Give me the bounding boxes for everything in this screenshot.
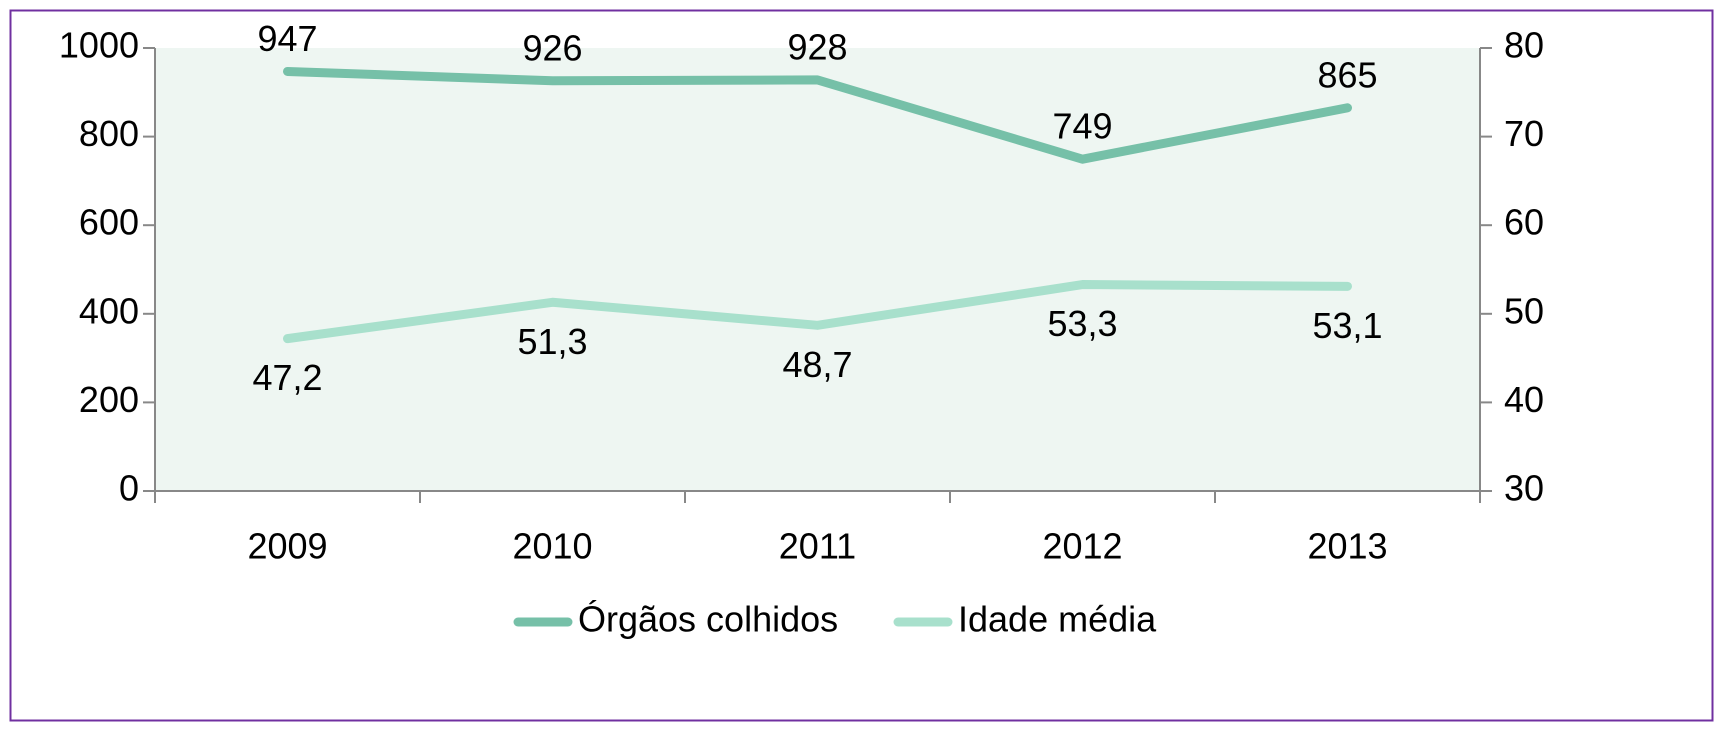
data-label: 928 [787,26,847,67]
data-label: 865 [1317,54,1377,95]
y-tick-label: 600 [79,202,139,243]
data-label: 926 [522,27,582,68]
legend-label: Órgãos colhidos [578,599,838,640]
y-tick-label: 800 [79,113,139,154]
series-line [283,66,1352,164]
y-tick-label: 200 [79,379,139,420]
data-label: 749 [1052,106,1112,147]
y2-tick-label: 70 [1504,113,1544,154]
data-label: 53,3 [1047,303,1117,344]
y2-tick-label: 50 [1504,290,1544,331]
y2-tick-label: 80 [1504,25,1544,66]
y-tick-label: 1000 [59,25,139,66]
x-tick-label: 2010 [512,526,592,567]
y2-tick-label: 30 [1504,468,1544,509]
data-label: 47,2 [252,357,322,398]
data-label: 48,7 [782,344,852,385]
legend-label: Idade média [958,599,1157,640]
data-label: 53,1 [1312,305,1382,346]
x-tick-label: 2009 [247,526,327,567]
plot-area [155,48,1480,491]
y2-tick-label: 40 [1504,379,1544,420]
y-tick-label: 0 [119,468,139,509]
x-tick-label: 2011 [779,526,856,567]
data-label: 947 [257,18,317,59]
y2-tick-label: 60 [1504,202,1544,243]
y-tick-label: 400 [79,290,139,331]
series-line [283,280,1352,344]
x-tick-label: 2013 [1307,526,1387,567]
x-tick-label: 2012 [1042,526,1122,567]
data-label: 51,3 [517,321,587,362]
